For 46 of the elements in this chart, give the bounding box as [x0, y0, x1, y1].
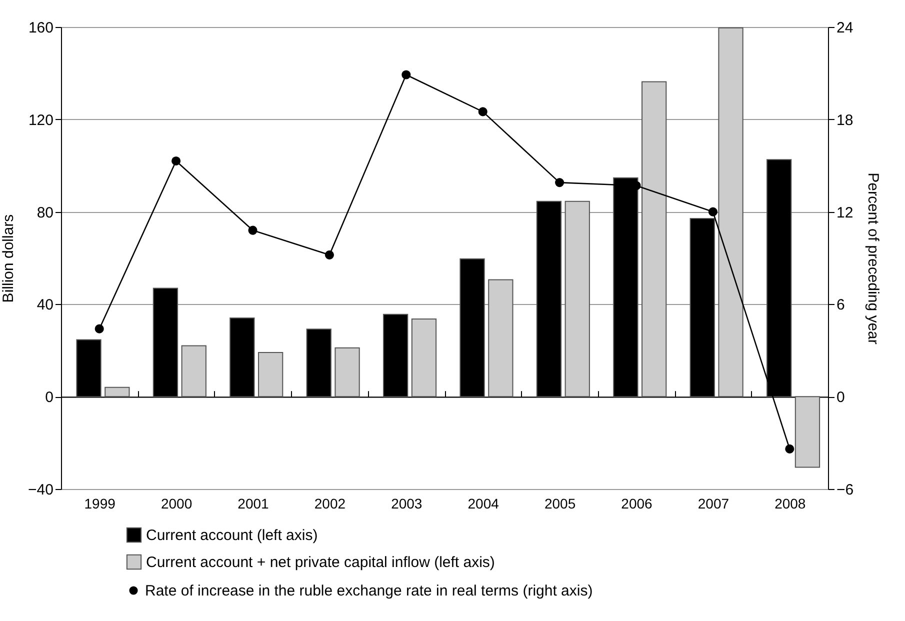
x-tick-label: 2003 — [391, 496, 422, 512]
bar — [718, 27, 744, 398]
point — [172, 156, 181, 166]
y2-tick-label: 0 — [836, 389, 845, 406]
x-tick-label: 2008 — [774, 496, 806, 512]
bar — [334, 347, 360, 398]
x-tick-label: 2001 — [238, 496, 270, 512]
y-tick-label: 160 — [28, 20, 54, 36]
x-tick-label: 2006 — [621, 496, 653, 512]
bar — [564, 200, 590, 398]
y-tick-label: −40 — [28, 482, 54, 498]
x-tick-label: 2007 — [698, 496, 730, 512]
y2-tick-label: 12 — [836, 204, 854, 222]
y2-tick-label: 18 — [836, 112, 854, 129]
point — [248, 226, 258, 235]
y2-tick-label: 6 — [836, 296, 845, 314]
y2-tick-label: −6 — [836, 482, 854, 498]
legend-label: Current account + net private capital inflow (left axis) — [146, 554, 495, 571]
bar — [642, 81, 667, 398]
bar — [258, 352, 284, 398]
legend-label: Current account (left axis) — [146, 527, 318, 544]
x-tick-label: 2000 — [160, 496, 192, 512]
bar — [181, 345, 206, 398]
point — [555, 178, 564, 188]
x-tick-label: 2002 — [314, 496, 346, 512]
point — [94, 324, 104, 334]
point — [708, 207, 718, 216]
x-tick-label: 2005 — [544, 496, 576, 512]
y2-tick-label: 24 — [836, 20, 854, 36]
bar — [488, 279, 514, 398]
point — [324, 250, 334, 260]
bar — [104, 386, 130, 398]
y2-axis-title: Percent of preceding year — [864, 172, 882, 344]
y-tick-label: 0 — [45, 389, 54, 406]
legend-label: Rate of increase in the ruble exchange rate in real terms (right axis) — [145, 582, 593, 600]
y-tick-label: 120 — [28, 112, 54, 129]
bar — [411, 318, 437, 398]
y-tick-label: 80 — [36, 204, 54, 222]
x-tick-label: 1999 — [84, 496, 116, 512]
bar — [794, 396, 820, 468]
y-tick-label: 40 — [36, 296, 54, 314]
point — [402, 70, 411, 80]
point — [785, 444, 794, 454]
point — [478, 107, 488, 116]
y-axis-title: Billion dollars — [0, 214, 18, 303]
x-tick-label: 2004 — [468, 496, 500, 512]
